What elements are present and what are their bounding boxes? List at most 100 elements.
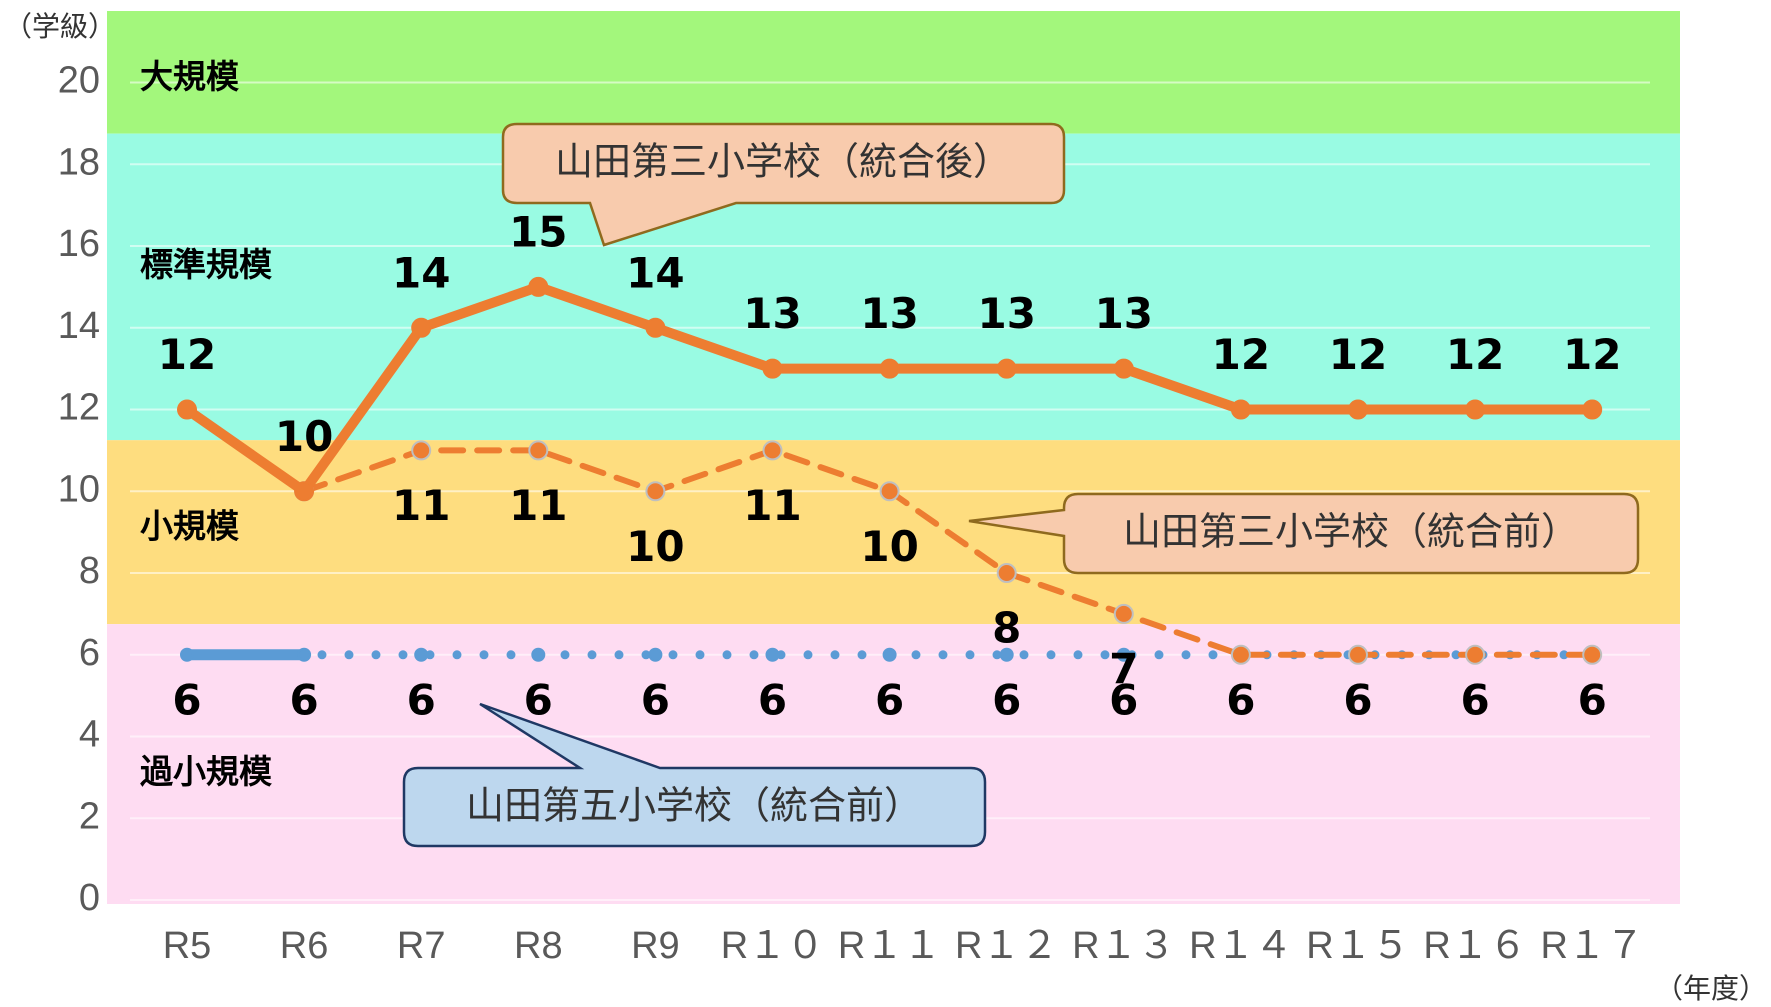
- data-label: 6: [1109, 675, 1138, 724]
- data-label: 12: [1563, 330, 1621, 379]
- marker: [996, 563, 1017, 584]
- data-label: 6: [758, 675, 787, 724]
- marker: [645, 317, 666, 338]
- data-label: 6: [524, 675, 553, 724]
- y-tick-label: 6: [79, 632, 100, 674]
- x-tick-label: R8: [514, 925, 563, 967]
- band: [107, 11, 1680, 134]
- y-tick-label: 18: [58, 141, 100, 183]
- data-label: 12: [1446, 330, 1504, 379]
- data-label: 12: [1212, 330, 1270, 379]
- marker: [531, 647, 546, 662]
- data-label: 6: [1460, 675, 1489, 724]
- marker: [996, 358, 1017, 379]
- band: [107, 624, 1680, 904]
- data-label: 6: [172, 675, 201, 724]
- callout-box: [968, 492, 1640, 575]
- marker: [177, 399, 197, 420]
- data-label: 6: [1578, 675, 1607, 724]
- callout: 山田第三小学校（統合後）: [501, 122, 1066, 247]
- marker: [294, 481, 315, 502]
- marker: [411, 317, 432, 338]
- y-tick-label: 20: [58, 60, 100, 102]
- marker: [999, 647, 1014, 662]
- x-tick-label: R5: [163, 925, 212, 967]
- band-label: 標準規模: [140, 245, 273, 284]
- callout: 山田第三小学校（統合前）: [968, 492, 1640, 575]
- data-label: 13: [1095, 289, 1153, 338]
- data-label: 10: [275, 412, 333, 461]
- x-axis-label: （年度）: [1655, 972, 1767, 1005]
- marker: [648, 647, 663, 662]
- marker: [297, 647, 312, 662]
- x-tick-label: R１３: [1072, 925, 1175, 967]
- marker: [1113, 603, 1134, 624]
- marker: [528, 276, 549, 297]
- data-label: 13: [860, 289, 918, 338]
- lines: [177, 276, 1603, 665]
- data-label: 6: [875, 675, 904, 724]
- marker: [882, 647, 897, 662]
- x-tick-label: R１５: [1306, 925, 1409, 967]
- marker: [1465, 644, 1486, 665]
- series-line: [301, 447, 1596, 658]
- y-axis-label: （学級）: [4, 10, 116, 43]
- callout-box: [402, 702, 987, 848]
- x-tick-label: R7: [397, 925, 446, 967]
- data-label: 12: [1329, 330, 1387, 379]
- data-label: 11: [509, 481, 567, 530]
- marker: [411, 440, 432, 461]
- marker: [1465, 399, 1486, 420]
- marker: [180, 647, 194, 662]
- marker: [1116, 647, 1131, 662]
- data-label: 10: [626, 522, 684, 571]
- marker: [414, 647, 429, 662]
- x-tick-label: R9: [631, 925, 680, 967]
- x-tick-label: R6: [280, 925, 329, 967]
- band-label: 大規模: [140, 57, 240, 96]
- x-tick-label: R１１: [838, 925, 941, 967]
- x-tick-label: R１６: [1423, 925, 1526, 967]
- y-tick-label: 0: [79, 877, 100, 919]
- y-tick-label: 2: [79, 795, 100, 837]
- data-label: 14: [626, 248, 684, 297]
- data-label: 13: [977, 289, 1035, 338]
- y-tick-label: 12: [58, 387, 100, 429]
- marker: [645, 481, 666, 502]
- data-label: 11: [743, 481, 801, 530]
- x-tick-label: R１０: [721, 925, 824, 967]
- marker: [879, 481, 900, 502]
- y-tick-label: 10: [58, 468, 100, 510]
- data-label: 15: [509, 207, 567, 256]
- callout-text: 山田第三小学校（統合後）: [555, 140, 1011, 184]
- marker: [1230, 644, 1251, 665]
- y-tick-label: 8: [79, 550, 100, 592]
- data-label: 6: [289, 675, 318, 724]
- y-tick-label: 4: [79, 714, 100, 756]
- marker: [879, 358, 900, 379]
- data-label: 12: [158, 330, 216, 379]
- x-tick-label: R１７: [1540, 925, 1643, 967]
- marker: [765, 647, 780, 662]
- data-label: 6: [641, 675, 670, 724]
- marker: [1230, 399, 1251, 420]
- data-label: 13: [743, 289, 801, 338]
- marker: [1582, 399, 1603, 420]
- marker: [1348, 644, 1368, 665]
- x-tick-label: R１２: [955, 925, 1058, 967]
- data-label: 8: [992, 604, 1021, 653]
- marker: [762, 358, 783, 379]
- band-label: 過小規模: [140, 752, 273, 791]
- callout-text: 山田第五小学校（統合前）: [466, 784, 922, 828]
- data-label: 14: [392, 248, 450, 297]
- band-label: 小規模: [140, 507, 240, 546]
- data-label: 6: [1343, 675, 1372, 724]
- data-label: 6: [992, 675, 1021, 724]
- marker: [1348, 399, 1368, 420]
- marker: [1113, 358, 1134, 379]
- callout-text: 山田第三小学校（統合前）: [1123, 510, 1579, 554]
- data-label: 7: [1109, 644, 1138, 693]
- marker: [1582, 644, 1603, 665]
- callout-box: [501, 122, 1066, 247]
- y-tick-label: 16: [58, 223, 100, 265]
